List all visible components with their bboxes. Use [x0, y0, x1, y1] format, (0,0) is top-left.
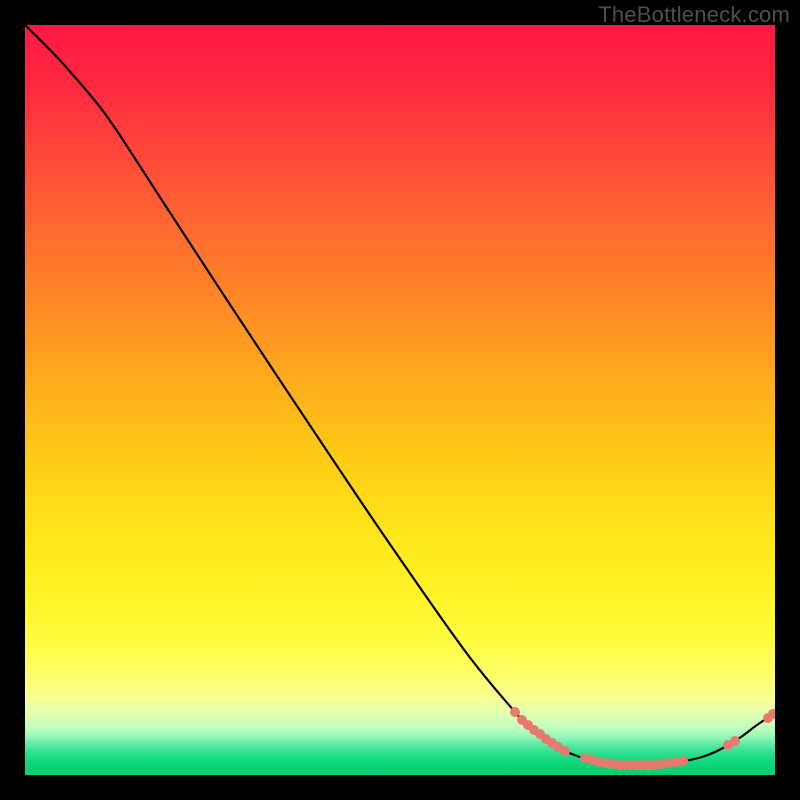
chart-marker [560, 746, 570, 756]
plot-area [25, 25, 775, 775]
chart-marker [730, 736, 740, 746]
chart-background [25, 25, 775, 775]
chart-container: TheBottleneck.com [0, 0, 800, 800]
chart-marker [510, 707, 520, 717]
chart-marker [678, 756, 688, 766]
chart-svg [25, 25, 775, 775]
